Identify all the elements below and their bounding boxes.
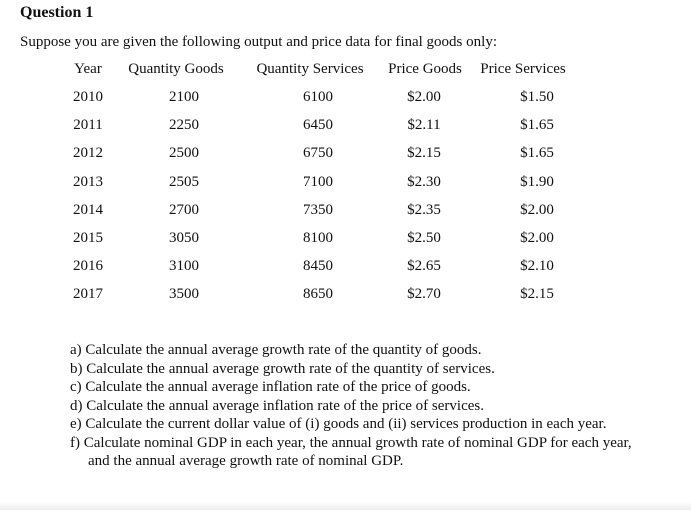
question: d) Calculate the annual average inflatio… [70, 397, 484, 414]
table-cell: 2017 [73, 286, 103, 303]
table-cell: 2013 [73, 173, 103, 190]
table-cell: 2011 [73, 117, 103, 134]
table-cell: 3100 [169, 258, 199, 275]
table-cell: 6100 [303, 89, 333, 105]
table-cell: 2100 [169, 89, 199, 105]
table-cell: $1.65 [520, 117, 554, 134]
question: e) Calculate the current dollar value of… [70, 416, 607, 432]
table-cell: $2.65 [407, 258, 441, 275]
table-cell: 3500 [169, 286, 199, 303]
table-cell: $2.00 [520, 201, 554, 218]
table-header: Price Services [480, 61, 566, 77]
table-cell: 2700 [169, 201, 199, 218]
table-cell: 8650 [303, 286, 333, 303]
question: c) Calculate the annual average inflatio… [70, 379, 471, 395]
table-cell: 2250 [169, 117, 199, 134]
table-cell: $2.10 [520, 258, 554, 275]
table-header: Year [74, 61, 102, 77]
table-cell: 2015 [73, 230, 103, 246]
intro: Suppose you are given the following outp… [20, 34, 497, 50]
table-cell: 2505 [169, 173, 199, 190]
table-cell: 2014 [73, 201, 103, 218]
table-cell: $2.70 [407, 286, 441, 303]
table-cell: $2.50 [407, 230, 441, 246]
table-header: Quantity Services [256, 61, 364, 77]
table-cell: 3050 [169, 230, 199, 246]
table-cell: $2.35 [407, 201, 441, 218]
questions: a) Calculate the annual average growth r… [70, 341, 655, 471]
table-cell: $2.15 [520, 286, 554, 303]
table-cell: $1.90 [520, 173, 554, 190]
question: b) Calculate the annual average growth r… [70, 360, 495, 377]
table-header: Quantity Goods [128, 61, 224, 77]
table-cell: 2012 [73, 145, 103, 162]
table-cell: $1.50 [520, 89, 554, 105]
table-cell: 8450 [303, 258, 333, 275]
table-cell: $1.65 [520, 145, 554, 162]
table-cell: 7350 [303, 201, 333, 218]
table-cell: 6750 [303, 145, 333, 162]
table-cell: 8100 [303, 230, 333, 246]
table-cell: $2.00 [520, 230, 554, 246]
table-cell: $2.00 [407, 89, 441, 105]
table-cell: 6450 [303, 117, 333, 134]
table-cell: 7100 [303, 173, 333, 190]
question: a) Calculate the annual average growth r… [70, 342, 482, 358]
table-cell: $2.11 [407, 117, 441, 134]
table-cell: 2010 [73, 89, 103, 105]
table-cell: $2.30 [407, 173, 441, 190]
table-header: Price Goods [388, 61, 462, 77]
table-cell: 2016 [73, 258, 103, 275]
title: Question 1 [20, 4, 94, 21]
question: f) Calculate nominal GDP in each year, t… [70, 434, 632, 470]
table-cell: 2500 [169, 145, 199, 162]
bottom-shade [0, 502, 691, 510]
table-cell: $2.15 [407, 145, 441, 162]
